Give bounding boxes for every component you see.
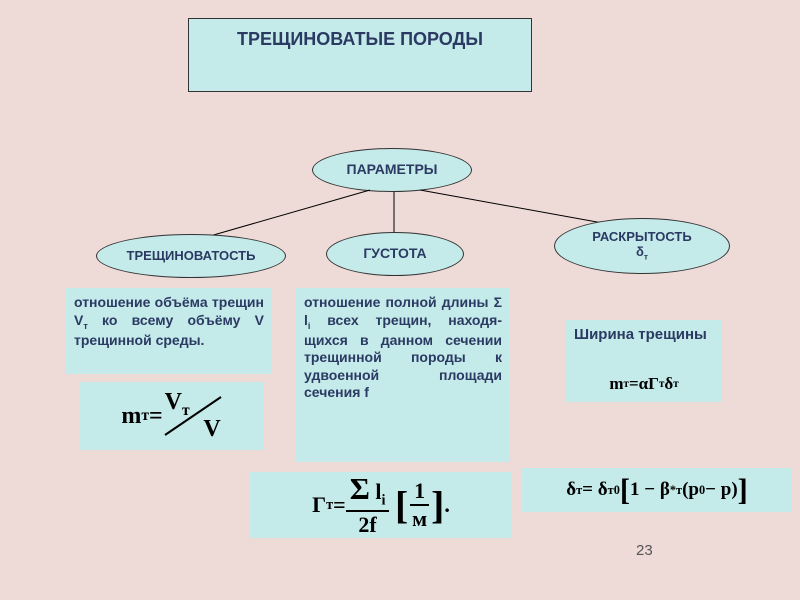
- title-text: ТРЕЩИНОВАТЫЕ ПОРОДЫ: [237, 29, 483, 49]
- node-opening: РАСКРЫТОСТЬδт: [554, 218, 730, 274]
- node-fracture: ТРЕЩИНОВАТОСТЬ: [96, 234, 286, 278]
- desc-fracture: отношение объёма трещин Vт ко всему объё…: [66, 288, 272, 374]
- formula-f_delta: δт = δт0[1 − β*т(p0 − p)]: [522, 468, 792, 512]
- page-number: 23: [636, 542, 653, 559]
- node-density: ГУСТОТА: [326, 232, 464, 276]
- formula-f_mt_ratio: mт = VтV: [80, 382, 264, 450]
- node-density-label: ГУСТОТА: [363, 246, 426, 261]
- node-root: ПАРАМЕТРЫ: [312, 148, 472, 192]
- desc-opening: Ширина трещины: [566, 320, 722, 366]
- node-fracture-label: ТРЕЩИНОВАТОСТЬ: [127, 249, 256, 263]
- desc-density: отношение полной длины Σ li всех трещин,…: [296, 288, 510, 462]
- formula-f_gamma: Γт = Σ li2f [1м].: [250, 472, 512, 538]
- title-box: ТРЕЩИНОВАТЫЕ ПОРОДЫ: [188, 18, 532, 92]
- node-opening-label: РАСКРЫТОСТЬδт: [592, 230, 691, 261]
- page-number-text: 23: [636, 542, 653, 559]
- node-root-label: ПАРАМЕТРЫ: [347, 162, 438, 177]
- formula-f_mt_alpha: mт=αΓтδт: [566, 366, 722, 402]
